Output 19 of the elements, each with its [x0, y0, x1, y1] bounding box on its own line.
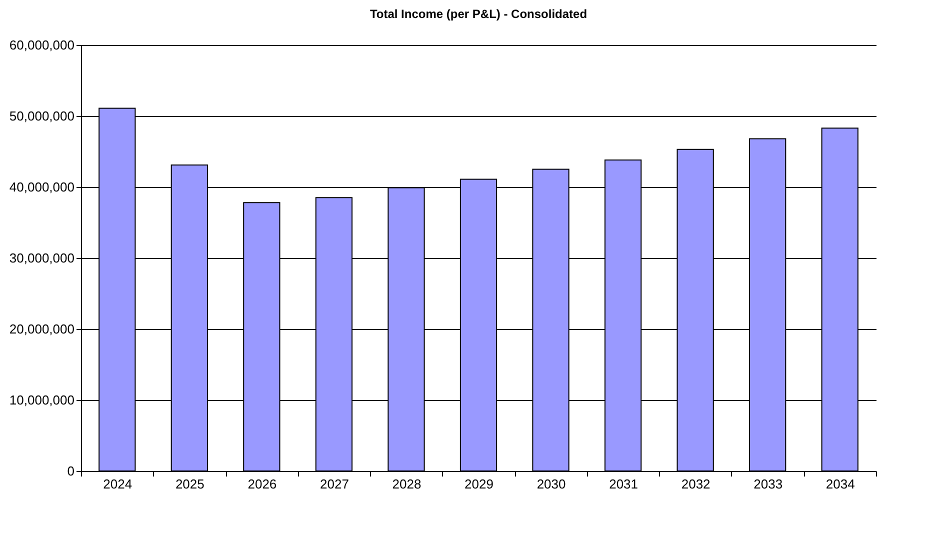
chart-title: Total Income (per P&L) - Consolidated: [370, 7, 588, 21]
y-tick-label: 30,000,000: [9, 250, 74, 266]
x-tick-label: 2024: [103, 476, 132, 492]
x-tick-label: 2033: [754, 476, 783, 492]
y-tick-label: 20,000,000: [9, 322, 74, 336]
y-tick-label: 10,000,000: [9, 392, 74, 408]
y-tick-label: 40,000,000: [9, 180, 74, 194]
x-tick-label: 2032: [681, 476, 710, 492]
x-tick-label: 2028: [392, 476, 422, 492]
x-tick-label: 2025: [175, 476, 204, 492]
x-tick-label: 2029: [464, 476, 494, 492]
x-tick-label: 2034: [826, 476, 855, 492]
y-tick-label: 0: [67, 464, 74, 478]
y-tick-label: 60,000,000: [9, 38, 74, 52]
y-tick-label: 50,000,000: [9, 108, 74, 124]
x-tick-label: 2031: [609, 476, 638, 492]
x-tick-label: 2030: [536, 476, 566, 492]
x-tick-label: 2027: [320, 476, 349, 492]
x-tick-label: 2026: [248, 476, 277, 492]
